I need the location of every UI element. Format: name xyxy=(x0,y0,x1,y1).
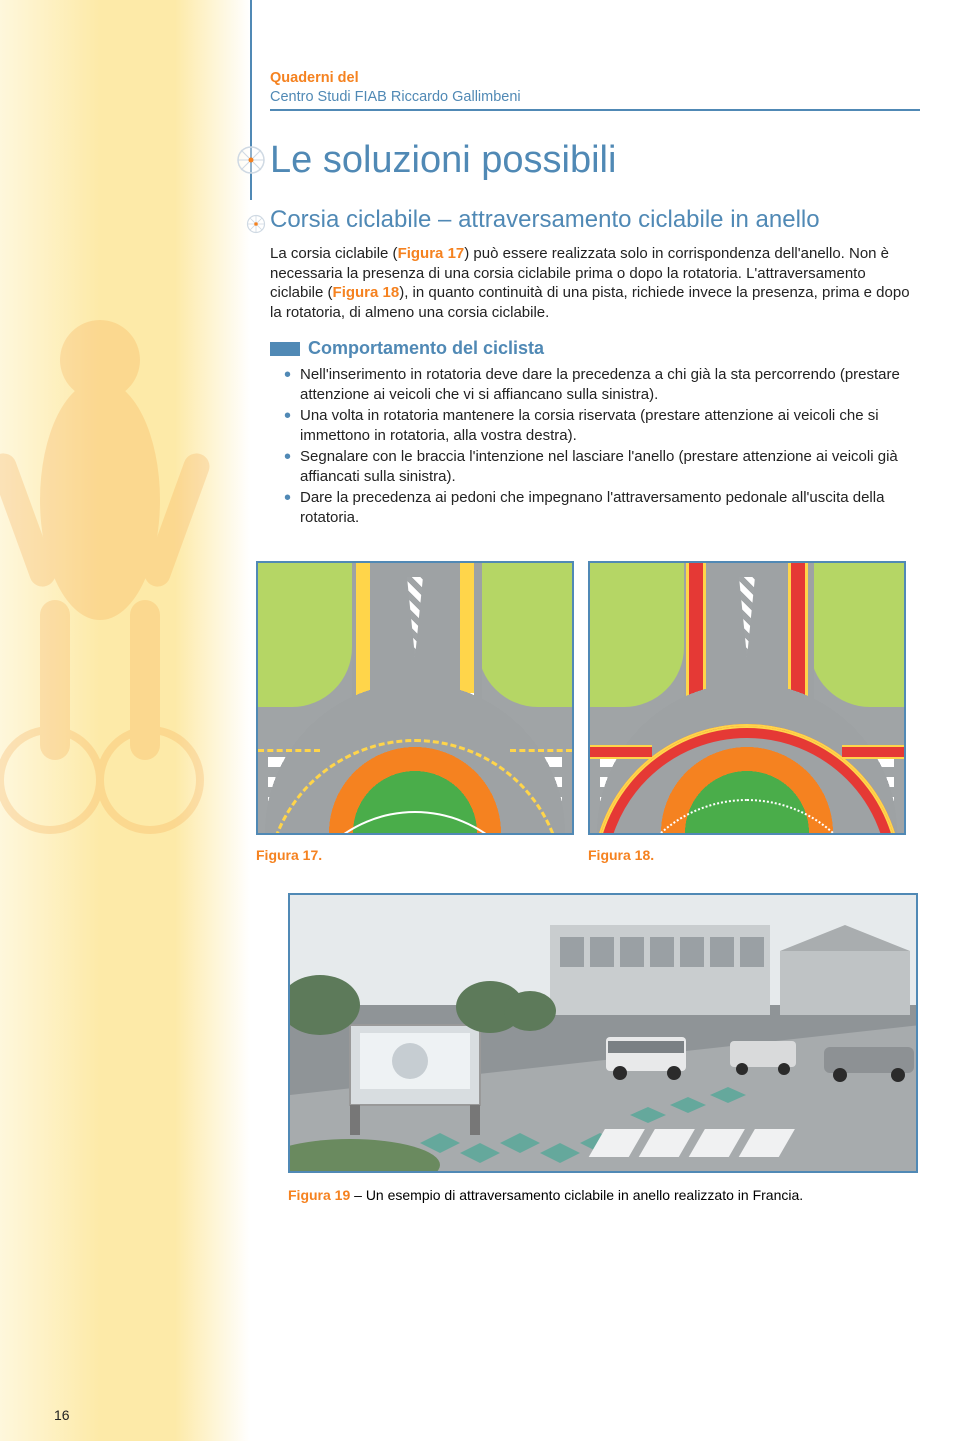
figure-17-diagram xyxy=(256,561,574,835)
list-item: Nell'inserimento in rotatoria deve dare … xyxy=(284,365,920,404)
wheel-icon-small xyxy=(246,214,266,234)
figure-18-block: Figura 18. xyxy=(588,561,906,863)
figure-18-caption: Figura 18. xyxy=(588,847,906,863)
section-title-text: Corsia ciclabile – attraversamento cicla… xyxy=(270,206,820,233)
wheel-icon xyxy=(236,145,266,175)
figures-row: Figura 17. xyxy=(256,561,920,863)
sub-heading-row: Comportamento del ciclista xyxy=(270,338,920,359)
figure-19-text: – Un esempio di attraversamento ciclabil… xyxy=(350,1187,803,1203)
section-title: Corsia ciclabile – attraversamento cicla… xyxy=(270,206,920,234)
figure-18-diagram xyxy=(588,561,906,835)
sub-heading: Comportamento del ciclista xyxy=(308,338,544,359)
figure-17-block: Figura 17. xyxy=(256,561,574,863)
heading-marker xyxy=(270,342,300,356)
behavior-list: Nell'inserimento in rotatoria deve dare … xyxy=(270,365,920,527)
list-item: Segnalare con le braccia l'intenzione ne… xyxy=(284,447,920,486)
figure-19-caption: Figura 19 – Un esempio di attraversament… xyxy=(288,1187,920,1203)
figure-17-caption: Figura 17. xyxy=(256,847,574,863)
chapter-title-text: Le soluzioni possibili xyxy=(270,139,616,181)
series-line-2: Centro Studi FIAB Riccardo Gallimbeni xyxy=(270,89,920,111)
chapter-title: Le soluzioni possibili xyxy=(270,139,920,182)
list-item: Una volta in rotatoria mantenere la cors… xyxy=(284,406,920,445)
figure-19-photo xyxy=(288,893,918,1173)
series-header: Quaderni del Centro Studi FIAB Riccardo … xyxy=(270,70,920,111)
figure-19-number: Figura 19 xyxy=(288,1187,350,1203)
figure-ref-18: Figura 18 xyxy=(333,284,400,301)
series-line-1: Quaderni del xyxy=(270,70,920,86)
list-item: Dare la precedenza ai pedoni che impegna… xyxy=(284,488,920,527)
page-number: 16 xyxy=(54,1407,70,1423)
figure-ref-17: Figura 17 xyxy=(398,245,465,262)
intro-paragraph: La corsia ciclabile (Figura 17) può esse… xyxy=(270,244,920,322)
